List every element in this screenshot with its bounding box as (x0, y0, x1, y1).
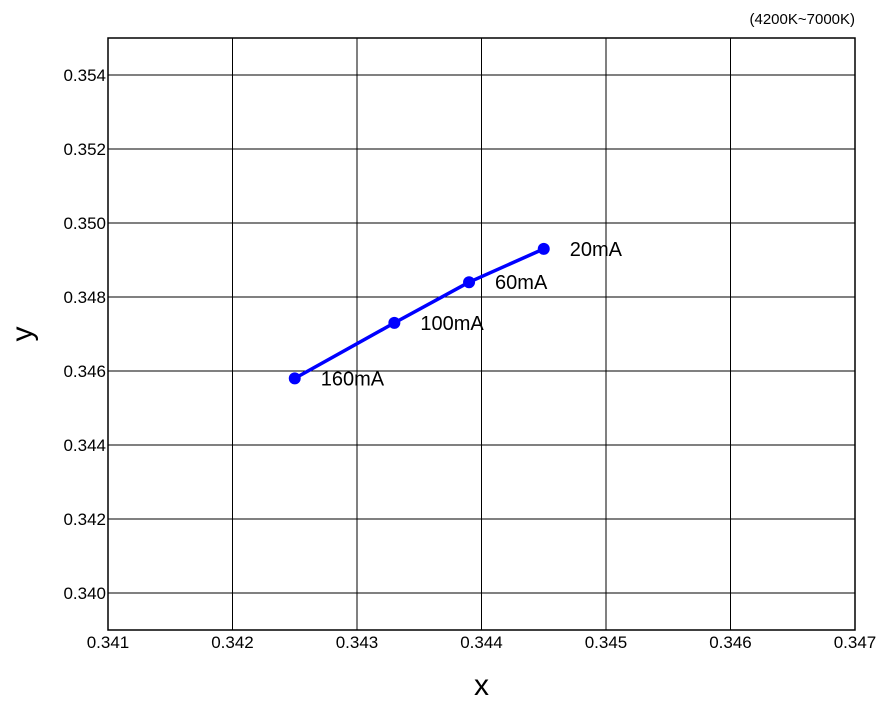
point-label: 60mA (495, 272, 548, 294)
series: 20mA 60mA 100mA 160mA (288, 239, 623, 390)
temperature-range-note: (4200K~7000K) (750, 11, 856, 28)
y-tick-labels: 0.340 0.342 0.344 0.346 0.348 0.350 0.352 0.354 (63, 66, 106, 603)
point-label: 160mA (321, 368, 385, 390)
x-tick-labels: 0.341 0.342 0.343 0.344 0.345 0.346 0.347 (87, 633, 877, 652)
y-tick-label: 0.348 (63, 288, 106, 307)
plot-frame (107, 37, 856, 631)
x-tick-label: 0.341 (87, 633, 130, 652)
y-tick-label: 0.340 (63, 584, 106, 603)
data-point (288, 372, 301, 385)
y-axis-title: y (6, 327, 39, 342)
y-tick-label: 0.352 (63, 140, 106, 159)
grid (108, 38, 855, 630)
x-tick-label: 0.346 (709, 633, 752, 652)
x-axis-title: x (474, 669, 489, 702)
y-tick-label: 0.344 (63, 436, 106, 455)
y-tick-label: 0.350 (63, 214, 106, 233)
y-tick-label: 0.342 (63, 510, 106, 529)
data-point (463, 276, 476, 289)
point-label: 100mA (420, 313, 484, 335)
x-tick-label: 0.343 (336, 633, 379, 652)
data-point (537, 242, 550, 255)
y-tick-label: 0.354 (63, 66, 106, 85)
data-point (388, 316, 401, 329)
x-tick-label: 0.345 (585, 633, 628, 652)
x-tick-label: 0.344 (460, 633, 503, 652)
point-label: 20mA (570, 239, 623, 261)
x-tick-label: 0.347 (834, 633, 877, 652)
x-tick-label: 0.342 (211, 633, 254, 652)
series-line (293, 247, 545, 380)
y-tick-label: 0.346 (63, 362, 106, 381)
